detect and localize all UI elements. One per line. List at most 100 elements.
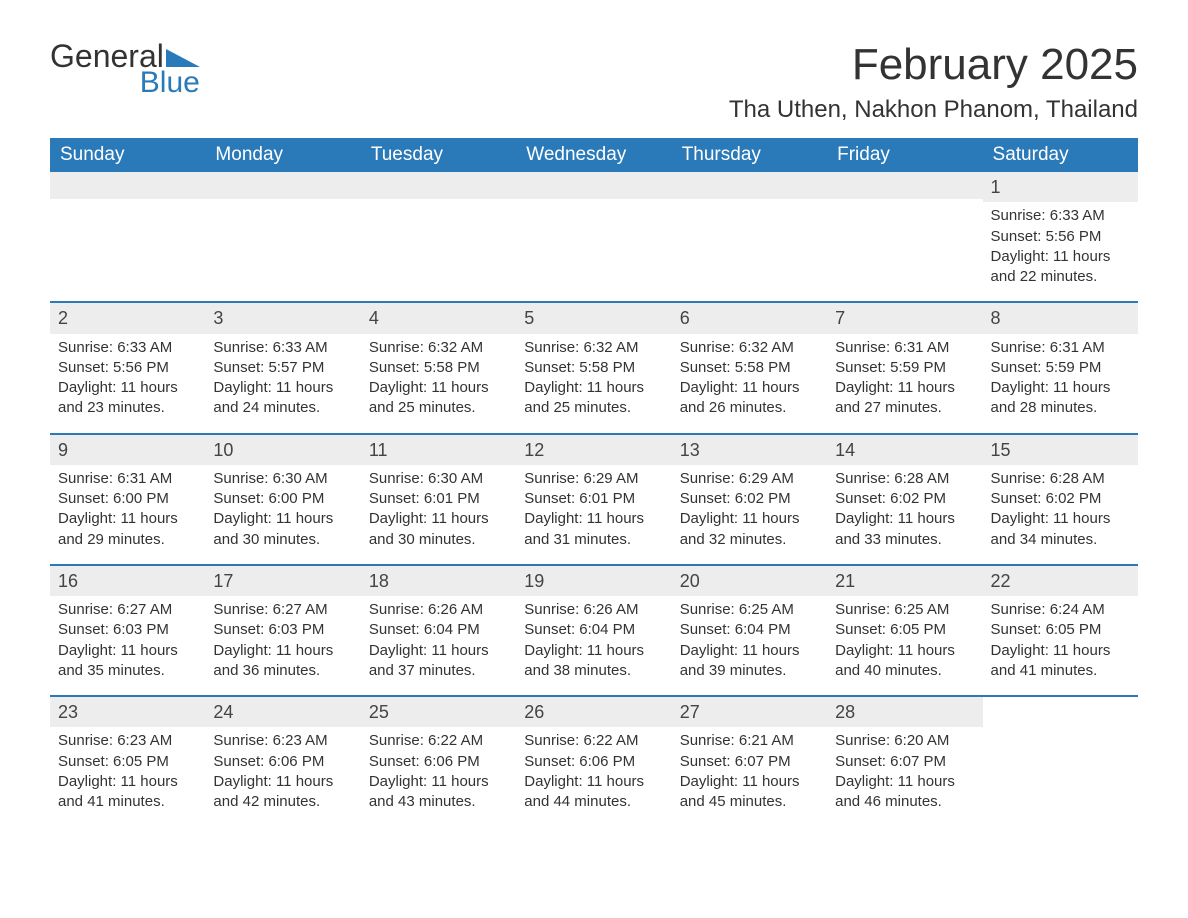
sunrise-text: Sunrise: 6:24 AM	[991, 600, 1130, 620]
calendar: Sunday Monday Tuesday Wednesday Thursday…	[50, 138, 1138, 826]
day-number: 19	[516, 566, 671, 596]
calendar-cell: 9Sunrise: 6:31 AMSunset: 6:00 PMDaylight…	[50, 435, 205, 564]
daylight-line-2: and 44 minutes.	[524, 792, 663, 812]
daylight-line-1: Daylight: 11 hours	[524, 509, 663, 529]
day-number: 28	[827, 697, 982, 727]
day-number: 8	[983, 303, 1138, 333]
daylight-line-1: Daylight: 11 hours	[58, 378, 197, 398]
calendar-cell: 2Sunrise: 6:33 AMSunset: 5:56 PMDaylight…	[50, 303, 205, 432]
calendar-cell: 26 Sunrise: 6:22 AMSunset: 6:06 PMDayligh…	[516, 697, 671, 826]
daylight-line-1: Daylight: 11 hours	[213, 772, 352, 792]
sunrise-text: Sunrise: 6:25 AM	[835, 600, 974, 620]
daylight-line-1: Daylight: 11 hours	[369, 509, 508, 529]
day-details: Sunrise: 6:29 AMSunset: 6:02 PMDaylight:…	[672, 465, 827, 564]
daylight-line-1: Daylight: 11 hours	[524, 772, 663, 792]
sunrise-text: Sunrise: 6:32 AM	[369, 338, 508, 358]
daylight-line-2: and 41 minutes.	[58, 792, 197, 812]
sunset-text: Sunset: 6:06 PM	[524, 752, 663, 772]
day-number: 22	[983, 566, 1138, 596]
day-details: Sunrise: 6:20 AMSunset: 6:07 PMDaylight:…	[827, 727, 982, 826]
sunset-text: Sunset: 6:06 PM	[213, 752, 352, 772]
daylight-line-1: Daylight: 11 hours	[680, 641, 819, 661]
weekday-sunday: Sunday	[50, 138, 205, 172]
sunrise-text: Sunrise: 6:26 AM	[524, 600, 663, 620]
sunrise-text: Sunrise: 6:31 AM	[58, 469, 197, 489]
day-details: Sunrise: 6:30 AMSunset: 6:00 PMDaylight:…	[205, 465, 360, 564]
daylight-line-2: and 23 minutes.	[58, 398, 197, 418]
sunrise-text: Sunrise: 6:28 AM	[991, 469, 1130, 489]
calendar-cell	[983, 697, 1138, 826]
calendar-week: 16Sunrise: 6:27 AMSunset: 6:03 PMDayligh…	[50, 564, 1138, 695]
logo-word-2: Blue	[140, 68, 200, 98]
sunrise-text: Sunrise: 6:31 AM	[991, 338, 1130, 358]
sunrise-text: Sunrise: 6:33 AM	[58, 338, 197, 358]
day-details: Sunrise: 6:33 AMSunset: 5:56 PMDaylight:…	[50, 334, 205, 433]
sunset-text: Sunset: 5:57 PM	[213, 358, 352, 378]
day-number	[361, 172, 516, 199]
daylight-line-2: and 36 minutes.	[213, 661, 352, 681]
weekday-saturday: Saturday	[983, 138, 1138, 172]
daylight-line-1: Daylight: 11 hours	[213, 509, 352, 529]
sunrise-text: Sunrise: 6:32 AM	[524, 338, 663, 358]
calendar-cell: 27Sunrise: 6:21 AMSunset: 6:07 PMDayligh…	[672, 697, 827, 826]
daylight-line-2: and 41 minutes.	[991, 661, 1130, 681]
day-details: Sunrise: 6:26 AMSunset: 6:04 PMDaylight:…	[516, 596, 671, 695]
daylight-line-1: Daylight: 11 hours	[524, 641, 663, 661]
daylight-line-1: Daylight: 11 hours	[680, 772, 819, 792]
calendar-week: 9Sunrise: 6:31 AMSunset: 6:00 PMDaylight…	[50, 433, 1138, 564]
day-details: Sunrise: 6:26 AMSunset: 6:04 PMDaylight:…	[361, 596, 516, 695]
sunset-text: Sunset: 6:00 PM	[213, 489, 352, 509]
sunrise-text: Sunrise: 6:30 AM	[213, 469, 352, 489]
day-number: 20	[672, 566, 827, 596]
calendar-cell: 20Sunrise: 6:25 AMSunset: 6:04 PMDayligh…	[672, 566, 827, 695]
sunset-text: Sunset: 6:04 PM	[680, 620, 819, 640]
calendar-cell: 15Sunrise: 6:28 AMSunset: 6:02 PMDayligh…	[983, 435, 1138, 564]
sunrise-text: Sunrise: 6:23 AM	[58, 731, 197, 751]
day-number: 26	[516, 697, 671, 727]
logo: General Blue	[50, 40, 200, 98]
day-number: 17	[205, 566, 360, 596]
sunrise-text: Sunrise: 6:29 AM	[680, 469, 819, 489]
sunset-text: Sunset: 6:04 PM	[524, 620, 663, 640]
sunrise-text: Sunrise: 6:22 AM	[524, 731, 663, 751]
sunrise-text: Sunrise: 6:33 AM	[213, 338, 352, 358]
day-details: Sunrise: 6:24 AMSunset: 6:05 PMDaylight:…	[983, 596, 1138, 695]
calendar-cell	[205, 172, 360, 301]
weekday-friday: Friday	[827, 138, 982, 172]
day-number: 16	[50, 566, 205, 596]
daylight-line-1: Daylight: 11 hours	[835, 772, 974, 792]
daylight-line-1: Daylight: 11 hours	[58, 641, 197, 661]
daylight-line-1: Daylight: 11 hours	[991, 641, 1130, 661]
sunset-text: Sunset: 5:58 PM	[680, 358, 819, 378]
calendar-cell: 7Sunrise: 6:31 AMSunset: 5:59 PMDaylight…	[827, 303, 982, 432]
daylight-line-2: and 45 minutes.	[680, 792, 819, 812]
sunset-text: Sunset: 6:01 PM	[524, 489, 663, 509]
daylight-line-2: and 22 minutes.	[991, 267, 1130, 287]
day-number: 10	[205, 435, 360, 465]
daylight-line-1: Daylight: 11 hours	[524, 378, 663, 398]
sunset-text: Sunset: 5:59 PM	[835, 358, 974, 378]
day-number	[827, 172, 982, 199]
page-header: General Blue February 2025 Tha Uthen, Na…	[50, 40, 1138, 124]
calendar-cell: 24Sunrise: 6:23 AMSunset: 6:06 PMDayligh…	[205, 697, 360, 826]
day-number: 7	[827, 303, 982, 333]
day-number	[983, 697, 1138, 724]
weekday-thursday: Thursday	[672, 138, 827, 172]
weeks-container: 1Sunrise: 6:33 AMSunset: 5:56 PMDaylight…	[50, 172, 1138, 826]
calendar-cell: 14Sunrise: 6:28 AMSunset: 6:02 PMDayligh…	[827, 435, 982, 564]
calendar-cell	[516, 172, 671, 301]
day-details: Sunrise: 6:31 AMSunset: 5:59 PMDaylight:…	[827, 334, 982, 433]
sunrise-text: Sunrise: 6:23 AM	[213, 731, 352, 751]
calendar-cell: 21Sunrise: 6:25 AMSunset: 6:05 PMDayligh…	[827, 566, 982, 695]
sunset-text: Sunset: 6:06 PM	[369, 752, 508, 772]
calendar-cell: 25Sunrise: 6:22 AMSunset: 6:06 PMDayligh…	[361, 697, 516, 826]
daylight-line-1: Daylight: 11 hours	[680, 509, 819, 529]
sunset-text: Sunset: 6:04 PM	[369, 620, 508, 640]
day-number	[50, 172, 205, 199]
day-number: 12	[516, 435, 671, 465]
daylight-line-2: and 35 minutes.	[58, 661, 197, 681]
daylight-line-2: and 38 minutes.	[524, 661, 663, 681]
weekday-monday: Monday	[205, 138, 360, 172]
daylight-line-1: Daylight: 11 hours	[835, 378, 974, 398]
day-details: Sunrise: 6:27 AMSunset: 6:03 PMDaylight:…	[50, 596, 205, 695]
